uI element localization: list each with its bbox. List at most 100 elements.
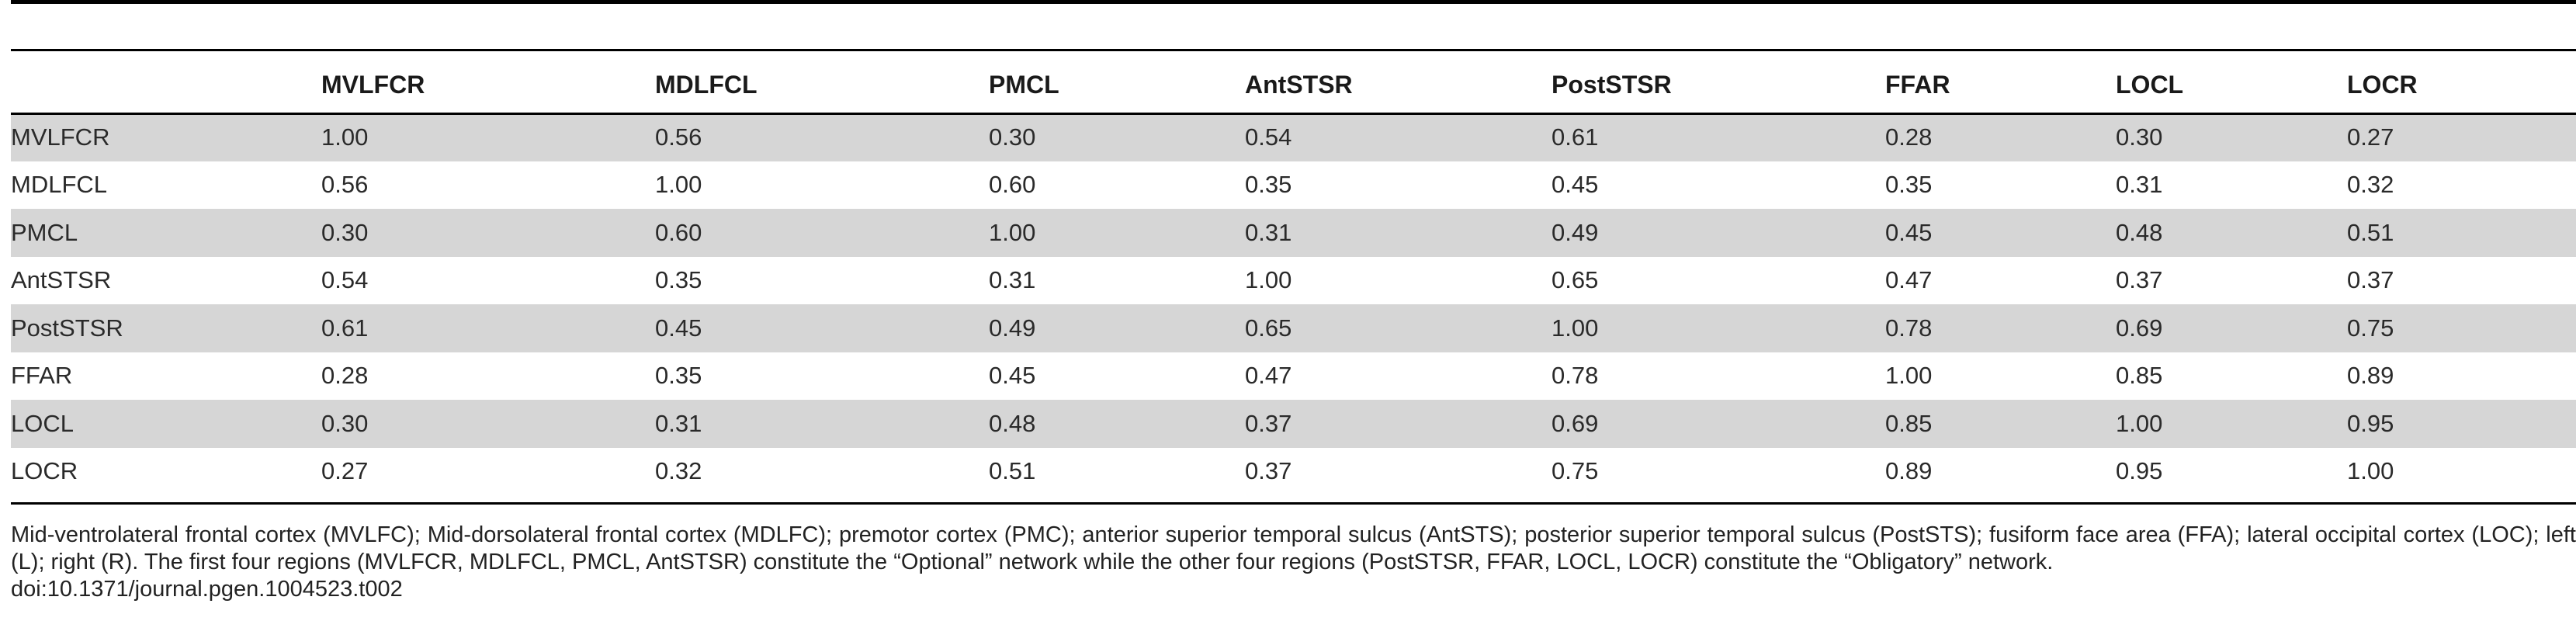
table-cell: 0.75 xyxy=(1551,457,1599,485)
table-cell: 0.89 xyxy=(2347,362,2394,390)
table-title-rule xyxy=(11,49,2576,51)
table-cell: 1.00 xyxy=(2116,400,2347,448)
table-cell: 0.31 xyxy=(989,266,1036,294)
table-cell: 0.30 xyxy=(989,113,1245,161)
table-bottom-rule xyxy=(11,502,2576,505)
table-cell: 0.51 xyxy=(989,457,1036,485)
table-cell: 0.48 xyxy=(989,400,1245,448)
table-cell: 0.37 xyxy=(2116,266,2163,294)
table-cell: 0.28 xyxy=(321,362,369,390)
table-header-rule xyxy=(11,113,2576,115)
table-row: LOCL 0.30 0.31 0.48 0.37 0.69 0.85 1.00 0.95 xyxy=(11,400,2576,448)
table-footnote: Mid-ventrolateral frontal cortex (MVLFC)… xyxy=(11,522,2576,603)
table-cell: 0.37 xyxy=(1245,400,1551,448)
table-cell: 0.35 xyxy=(1885,171,1933,199)
column-header-mdlfcl: MDLFCL xyxy=(655,71,758,99)
table-cell: 1.00 xyxy=(2347,457,2394,485)
table-row: AntSTSR 0.54 0.35 0.31 1.00 0.65 0.47 0.37 0.37 xyxy=(11,257,2576,305)
table-cell: 0.78 xyxy=(1551,362,1599,390)
table-cell: 0.45 xyxy=(655,304,989,352)
table-row: PostSTSR 0.61 0.45 0.49 0.65 1.00 0.78 0.69 0.75 xyxy=(11,304,2576,352)
footnote-doi: doi:10.1371/journal.pgen.1004523.t002 xyxy=(11,577,403,602)
column-header-locl: LOCL xyxy=(2116,71,2184,99)
table-cell: 0.32 xyxy=(2347,171,2394,199)
column-header-ffar: FFAR xyxy=(1885,71,1950,99)
table-cell: 0.47 xyxy=(1885,266,1933,294)
table-cell: 0.35 xyxy=(655,362,702,390)
table-cell: 0.69 xyxy=(1551,400,1885,448)
header-cell-corner xyxy=(11,57,321,113)
table-cell: 0.35 xyxy=(1245,171,1292,199)
table-cell: 0.30 xyxy=(321,209,655,257)
table-cell: 1.00 xyxy=(989,209,1245,257)
table-cell: 0.56 xyxy=(655,113,989,161)
table-row: PMCL 0.30 0.60 1.00 0.31 0.49 0.45 0.48 0.51 xyxy=(11,209,2576,257)
table-cell: 0.30 xyxy=(2116,113,2347,161)
table-cell: 0.78 xyxy=(1885,304,2116,352)
table-cell: 0.30 xyxy=(321,400,655,448)
table-cell: 0.56 xyxy=(321,171,369,199)
column-header-pmcl: PMCL xyxy=(989,71,1059,99)
table-top-rule xyxy=(11,0,2576,4)
table-cell: 0.31 xyxy=(655,400,989,448)
table-cell: 0.60 xyxy=(655,209,989,257)
table-header-row: MVLFCR MDLFCL PMCL AntSTSR PostSTSR FFAR LOCL L… xyxy=(11,57,2576,113)
row-label: MVLFCR xyxy=(11,113,321,161)
table-cell: 0.32 xyxy=(655,457,702,485)
table-cell: 1.00 xyxy=(1551,304,1885,352)
table-cell: 0.47 xyxy=(1245,362,1292,390)
table-cell: 0.75 xyxy=(2347,304,2576,352)
row-label: LOCR xyxy=(11,457,78,485)
table-cell: 0.45 xyxy=(989,362,1036,390)
column-header-poststsr: PostSTSR xyxy=(1551,71,1672,99)
table-cell: 0.35 xyxy=(655,266,702,294)
table-row: MVLFCR 1.00 0.56 0.30 0.54 0.61 0.28 0.30 0.27 xyxy=(11,113,2576,161)
table-cell: 0.65 xyxy=(1551,266,1599,294)
table-cell: 0.61 xyxy=(321,304,655,352)
table-cell: 0.85 xyxy=(2116,362,2163,390)
table-cell: 0.60 xyxy=(989,171,1036,199)
table-cell: 0.27 xyxy=(2347,113,2576,161)
table-cell: 0.54 xyxy=(1245,113,1551,161)
column-header-mvlfcr: MVLFCR xyxy=(321,71,425,99)
correlation-table-container: MVLFCR MDLFCL PMCL AntSTSR PostSTSR FFAR LOCL L… xyxy=(11,57,2576,495)
table-cell: 0.28 xyxy=(1885,113,2116,161)
row-label: LOCL xyxy=(11,400,321,448)
table-cell: 0.85 xyxy=(1885,400,2116,448)
row-label: FFAR xyxy=(11,362,73,390)
table-cell: 0.45 xyxy=(1551,171,1599,199)
table-cell: 0.45 xyxy=(1885,209,2116,257)
table-row: LOCR 0.27 0.32 0.51 0.37 0.75 0.89 0.95 1.00 xyxy=(11,448,2576,496)
table-cell: 0.37 xyxy=(2347,266,2394,294)
table-cell: 1.00 xyxy=(655,171,702,199)
table-cell: 0.89 xyxy=(1885,457,1933,485)
table-cell: 0.61 xyxy=(1551,113,1885,161)
table-cell: 0.69 xyxy=(2116,304,2347,352)
footnote-text: Mid-ventrolateral frontal cortex (MVLFC)… xyxy=(11,522,2576,574)
correlation-table: MVLFCR MDLFCL PMCL AntSTSR PostSTSR FFAR LOCL L… xyxy=(11,57,2576,495)
table-cell: 0.51 xyxy=(2347,209,2576,257)
table-cell: 0.31 xyxy=(2116,171,2163,199)
column-header-antstsr: AntSTSR xyxy=(1245,71,1353,99)
table-cell: 1.00 xyxy=(321,113,655,161)
row-label: PMCL xyxy=(11,209,321,257)
table-cell: 0.49 xyxy=(1551,209,1885,257)
row-label: PostSTSR xyxy=(11,304,321,352)
table-cell: 1.00 xyxy=(1885,362,1933,390)
column-header-locr: LOCR xyxy=(2347,71,2418,99)
table-row: MDLFCL 0.56 1.00 0.60 0.35 0.45 0.35 0.31 0.32 xyxy=(11,161,2576,210)
table-body: MVLFCR 1.00 0.56 0.30 0.54 0.61 0.28 0.30 0.27 MD… xyxy=(11,113,2576,495)
table-row: FFAR 0.28 0.35 0.45 0.47 0.78 1.00 0.85 0.89 xyxy=(11,352,2576,401)
table-cell: 1.00 xyxy=(1245,266,1292,294)
row-label: MDLFCL xyxy=(11,171,108,199)
table-cell: 0.27 xyxy=(321,457,369,485)
table-cell: 0.48 xyxy=(2116,209,2347,257)
table-cell: 0.31 xyxy=(1245,209,1551,257)
table-cell: 0.54 xyxy=(321,266,369,294)
table-cell: 0.95 xyxy=(2347,400,2576,448)
row-label: AntSTSR xyxy=(11,266,112,294)
table-cell: 0.65 xyxy=(1245,304,1551,352)
table-cell: 0.37 xyxy=(1245,457,1292,485)
table-cell: 0.49 xyxy=(989,304,1245,352)
table-cell: 0.95 xyxy=(2116,457,2163,485)
